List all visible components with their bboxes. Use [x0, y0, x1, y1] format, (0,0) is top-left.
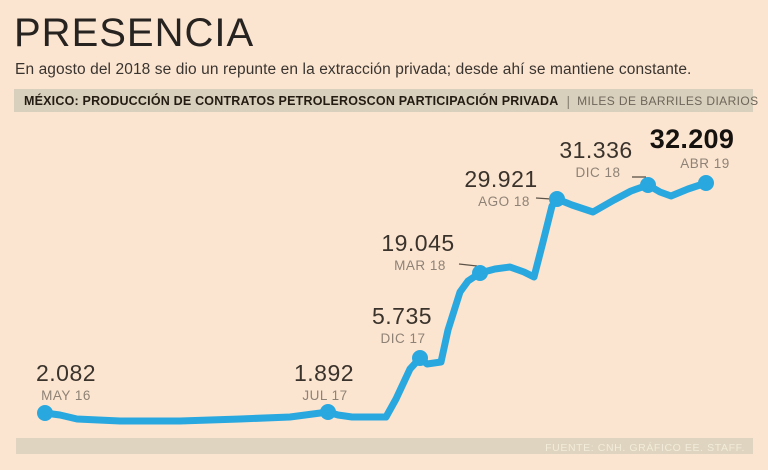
point-date: JUL 17: [302, 388, 348, 403]
point-value: 2.082: [35, 360, 97, 386]
point-label: 1.892 JUL 17: [294, 360, 354, 403]
point-label: 19.045 MAR 18: [381, 230, 454, 273]
chart-units-label: MILES DE BARRILES DIARIOS: [577, 93, 759, 108]
point-label: 5.735 DIC 17: [372, 303, 432, 346]
point-value: 29.921: [464, 166, 538, 192]
point-date: MAY 16: [41, 388, 91, 403]
point-label: 2.082 MAY 16: [36, 360, 96, 403]
data-point-dot: [37, 405, 53, 421]
source-bar: FUENTE: CNH. GRÁFICO EE. STAFF.: [16, 438, 753, 454]
header-separator: |: [566, 92, 571, 109]
chart-header-bar: MÉXICO: PRODUCCIÓN DE CONTRATOS PETROLER…: [14, 89, 758, 112]
data-point-dot: [472, 265, 488, 281]
source-text: FUENTE: CNH. GRÁFICO EE. STAFF.: [545, 442, 745, 454]
point-label: 32.209 ABR 19: [650, 124, 734, 171]
point-date: AGO 18: [478, 194, 530, 209]
subtitle: En agosto del 2018 se dio un repunte en …: [15, 61, 692, 78]
point-date: MAR 18: [394, 258, 446, 273]
point-value: 32.209: [649, 124, 735, 154]
chart-title: MÉXICO: PRODUCCIÓN DE CONTRATOS PETROLER…: [24, 93, 559, 108]
data-point-dot: [412, 350, 428, 366]
point-date: ABR 19: [680, 156, 730, 171]
point-value: 19.045: [381, 230, 455, 256]
data-point-dot: [640, 177, 656, 193]
point-date: DIC 18: [575, 165, 621, 180]
data-point-dot: [549, 191, 565, 207]
point-value: 31.336: [559, 137, 633, 163]
point-value: 5.735: [371, 303, 433, 329]
data-line: [41, 179, 710, 425]
point-label: 31.336 DIC 18: [559, 137, 632, 180]
page-title: PRESENCIA: [14, 11, 255, 55]
point-date: DIC 17: [380, 331, 426, 346]
point-value: 1.892: [293, 360, 355, 386]
data-point-dot: [320, 404, 336, 420]
label-pointer-dash: [458, 263, 478, 267]
label-pointer-dash: [535, 197, 552, 200]
data-point-dot: [698, 175, 714, 191]
point-label: 29.921 AGO 18: [464, 166, 537, 209]
